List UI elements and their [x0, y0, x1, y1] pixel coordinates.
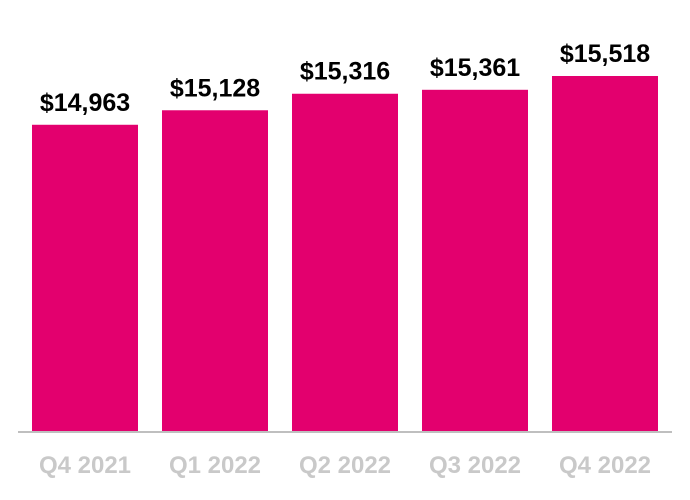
category-label: Q4 2021 — [39, 452, 131, 479]
value-label: $15,316 — [300, 58, 390, 86]
category-label: Q3 2022 — [429, 452, 521, 479]
category-label: Q4 2022 — [559, 452, 651, 479]
bar-q3-2022 — [422, 89, 528, 433]
bar-q2-2022 — [292, 93, 398, 432]
category-label: Q2 2022 — [299, 452, 391, 479]
bar-q4-2021 — [32, 124, 138, 432]
value-label: $15,128 — [170, 74, 260, 102]
value-label: $15,518 — [560, 40, 650, 68]
bars-group — [32, 76, 658, 433]
value-label: $15,361 — [430, 54, 520, 82]
value-label: $14,963 — [40, 89, 130, 117]
value-labels-group: $14,963 $15,128 $15,316 $15,361 $15,518 — [40, 40, 650, 117]
category-label: Q1 2022 — [169, 452, 261, 479]
bar-q1-2022 — [162, 110, 268, 432]
category-labels-group: Q4 2021 Q1 2022 Q2 2022 Q3 2022 Q4 2022 — [39, 452, 651, 479]
bar-q4-2022 — [552, 76, 658, 432]
